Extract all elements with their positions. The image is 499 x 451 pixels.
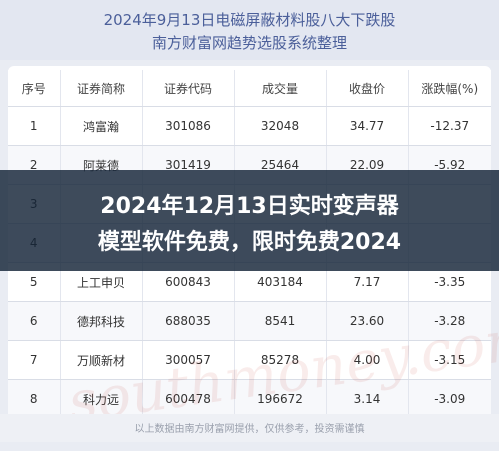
headline-line-2: 模型软件免费，限时免费2024 bbox=[97, 230, 402, 255]
table-cell: -3.15 bbox=[407, 340, 491, 380]
table-cell: -12.37 bbox=[407, 106, 491, 146]
table-cell: 4.00 bbox=[325, 340, 408, 380]
table-cell: -3.28 bbox=[407, 301, 491, 341]
table-cell: 32048 bbox=[233, 106, 326, 146]
table-row: 7 万顺新材 300057 85278 4.00 -3.15 bbox=[8, 340, 491, 380]
column-header: 证券简称 bbox=[59, 70, 142, 107]
table-cell: 7 bbox=[8, 340, 60, 380]
table-row: 8 科力远 600478 196672 3.14 -3.09 bbox=[8, 379, 491, 419]
table-cell: 300057 bbox=[141, 340, 234, 380]
report-subtitle: 南方财富网趋势选股系统整理 bbox=[151, 34, 347, 52]
table-cell: -3.09 bbox=[407, 379, 491, 419]
table-row: 1 鸿富瀚 301086 32048 34.77 -12.37 bbox=[8, 106, 491, 146]
table-cell: 3.14 bbox=[325, 379, 408, 419]
headline-line-1: 2024年12月13日实时变声器 bbox=[100, 194, 399, 219]
table-cell: 301086 bbox=[141, 106, 234, 146]
table-cell: 鸿富瀚 bbox=[59, 106, 142, 146]
table-cell: 23.60 bbox=[325, 301, 408, 341]
table-cell: 196672 bbox=[233, 379, 326, 419]
column-header: 序号 bbox=[8, 70, 60, 107]
report-header: 2024年9月13日电磁屏蔽材料股八大下跌股 南方财富网趋势选股系统整理 bbox=[0, 0, 499, 60]
table-header-row: 序号 证券简称 证券代码 成交量 收盘价 涨跌幅(%) bbox=[8, 70, 491, 107]
table-cell: 85278 bbox=[233, 340, 326, 380]
table-cell: 德邦科技 bbox=[59, 301, 142, 341]
column-header: 成交量 bbox=[233, 70, 326, 107]
table-cell: 6 bbox=[8, 301, 60, 341]
table-cell: 8 bbox=[8, 379, 60, 419]
table-cell: 688035 bbox=[141, 301, 234, 341]
column-header: 涨跌幅(%) bbox=[407, 70, 491, 107]
table-row: 6 德邦科技 688035 8541 23.60 -3.28 bbox=[8, 301, 491, 341]
column-header: 证券代码 bbox=[141, 70, 234, 107]
footer-note: 以上数据由南方财富网提供，仅供参考，投资需谨慎 bbox=[134, 424, 365, 435]
headline-banner: 2024年12月13日实时变声器 模型软件免费，限时免费2024 bbox=[0, 170, 499, 271]
footer: 以上数据由南方财富网提供，仅供参考，投资需谨慎 bbox=[0, 414, 499, 442]
table-cell: 8541 bbox=[233, 301, 326, 341]
table-cell: 万顺新材 bbox=[59, 340, 142, 380]
column-header: 收盘价 bbox=[325, 70, 408, 107]
table-cell: 600478 bbox=[141, 379, 234, 419]
table-cell: 1 bbox=[8, 106, 60, 146]
table-cell: 34.77 bbox=[325, 106, 408, 146]
report-title: 2024年9月13日电磁屏蔽材料股八大下跌股 bbox=[103, 11, 396, 29]
